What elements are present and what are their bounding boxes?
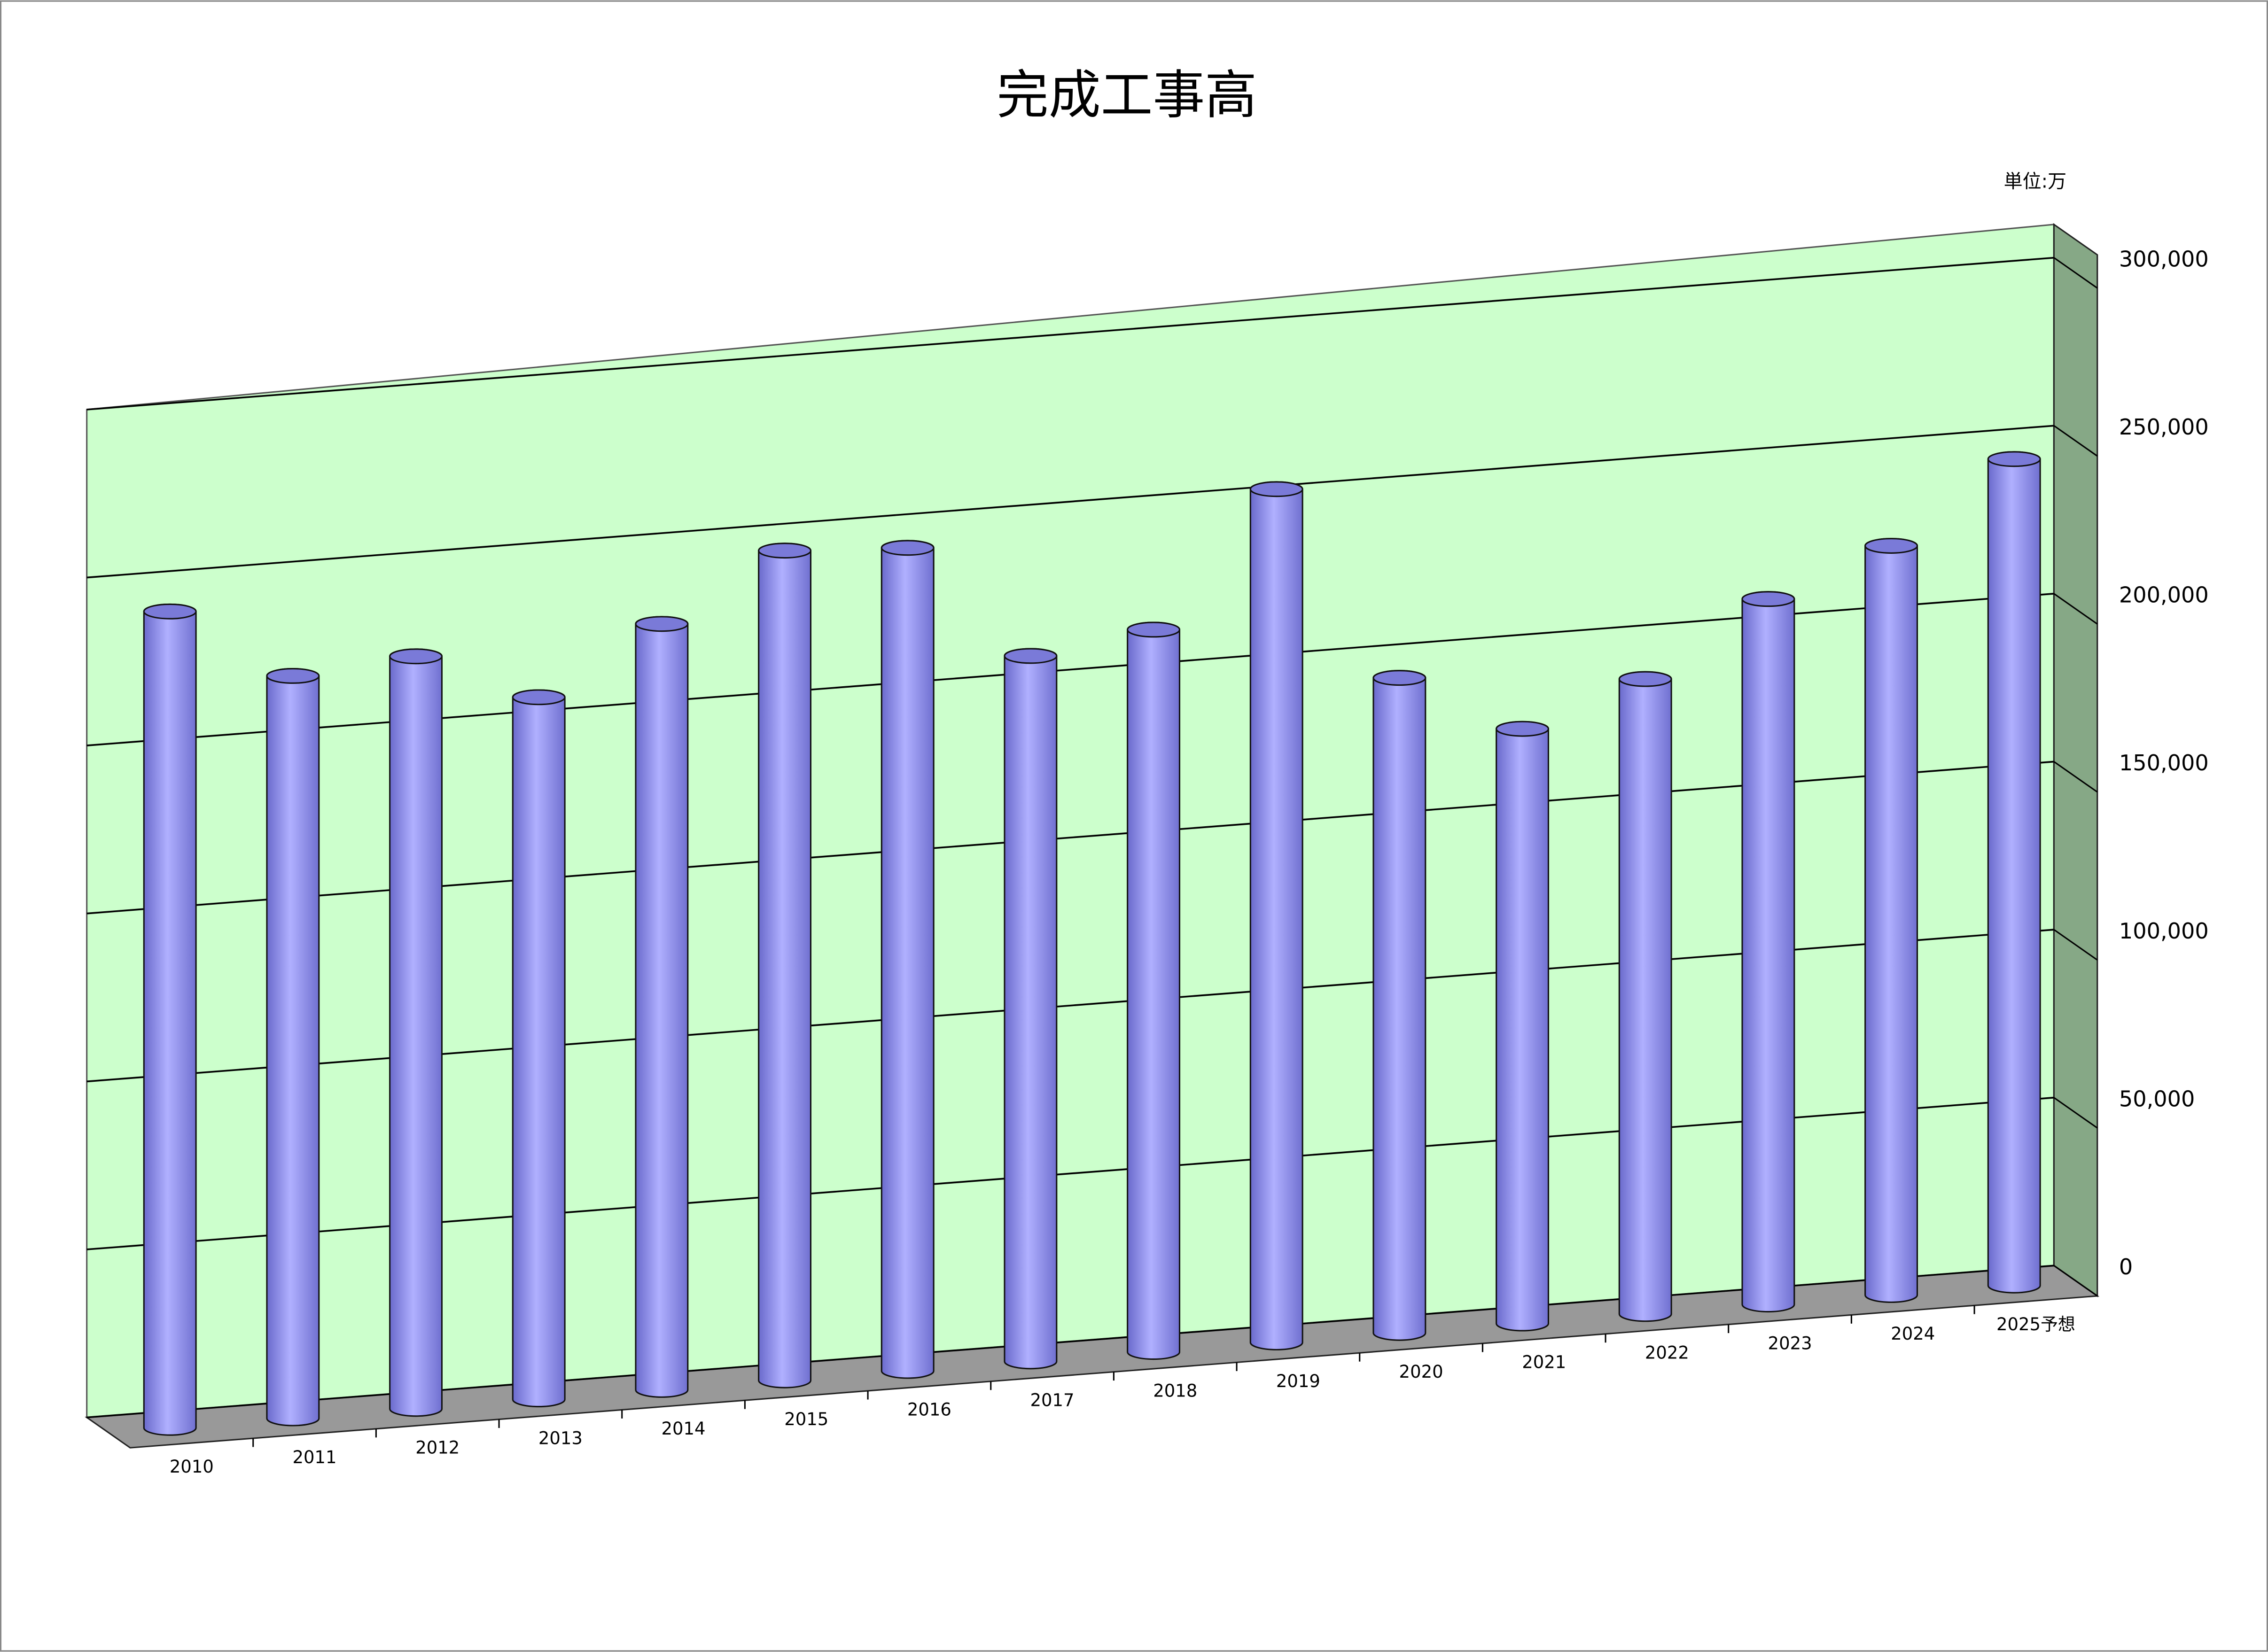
bar-cap — [1741, 591, 1795, 607]
y-tick-label: 200,000 — [2119, 582, 2209, 608]
bar-cap — [266, 668, 320, 684]
tick-mark — [2053, 425, 2098, 457]
bar — [1864, 538, 1918, 1303]
tick-mark — [2053, 1265, 2098, 1297]
bar — [635, 616, 689, 1398]
x-tick-label: 2020 — [1399, 1362, 1443, 1382]
x-tick-label: 2014 — [662, 1419, 706, 1439]
grid-line — [86, 425, 2054, 579]
x-tick-label: 2013 — [538, 1428, 583, 1448]
bar-cap — [1864, 538, 1918, 554]
bar-cap — [1004, 648, 1058, 664]
bar — [1004, 648, 1058, 1370]
x-tick-label: 2025予想 — [1996, 1314, 2075, 1334]
tick-mark — [2053, 593, 2098, 625]
bar — [1127, 621, 1181, 1360]
bar-cap — [881, 540, 935, 556]
x-tick-label: 2017 — [1030, 1390, 1075, 1411]
grid: 0 50,000 100,000 150,000 200,000 250,000 300,0… — [86, 246, 2209, 1477]
bar — [266, 668, 320, 1427]
bar-cap — [758, 543, 812, 559]
x-tick-label: 2012 — [415, 1438, 460, 1458]
x-tick-label: 2010 — [170, 1457, 214, 1477]
tick-mark — [2053, 1097, 2098, 1129]
grid-line — [86, 256, 2054, 411]
tick-mark — [2053, 929, 2098, 961]
x-tick-label: 2015 — [784, 1409, 828, 1429]
bar — [389, 648, 443, 1417]
bar-cap — [635, 616, 689, 632]
bar — [881, 540, 935, 1379]
y-tick-label: 0 — [2119, 1254, 2133, 1280]
bar-cap — [143, 603, 197, 620]
x-tick-label: 2011 — [293, 1447, 337, 1467]
bar-cap — [389, 648, 443, 665]
bar — [1496, 721, 1550, 1332]
x-tick-label: 2016 — [907, 1400, 951, 1420]
bar-cap — [512, 689, 566, 706]
chart-title: 完成工事高 — [997, 65, 1257, 125]
y-tick-label: 300,000 — [2119, 246, 2209, 271]
bar — [1987, 451, 2041, 1294]
x-tick-label: 2018 — [1153, 1381, 1197, 1401]
bar-cap — [1249, 481, 1303, 497]
bar — [1249, 481, 1303, 1350]
bar — [512, 689, 566, 1408]
bar-cap — [1987, 451, 2041, 467]
bar — [1618, 671, 1672, 1322]
x-tick-label: 2021 — [1522, 1352, 1566, 1373]
side-wall — [2053, 223, 2098, 1297]
tick-mark — [2053, 257, 2098, 289]
y-tick-label: 100,000 — [2119, 918, 2209, 944]
x-tick-label: 2023 — [1768, 1333, 1812, 1353]
bar — [1372, 670, 1426, 1341]
y-tick-label: 150,000 — [2119, 750, 2209, 776]
x-tick-label: 2022 — [1645, 1343, 1689, 1363]
bars — [143, 451, 2041, 1436]
unit-label: 単位:万 — [2004, 171, 2066, 193]
bar-cap — [1496, 721, 1550, 737]
bar-cap — [1618, 671, 1672, 687]
y-tick-label: 50,000 — [2119, 1086, 2195, 1111]
y-tick-label: 250,000 — [2119, 414, 2209, 440]
bar — [1741, 591, 1795, 1313]
bar-cap — [1127, 621, 1181, 638]
x-tick-label: 2019 — [1276, 1371, 1320, 1391]
bar-cap — [1372, 670, 1426, 686]
tick-mark — [2053, 761, 2098, 793]
x-tick-label: 2024 — [1891, 1324, 1935, 1344]
bar — [758, 543, 812, 1388]
bar — [143, 603, 197, 1436]
